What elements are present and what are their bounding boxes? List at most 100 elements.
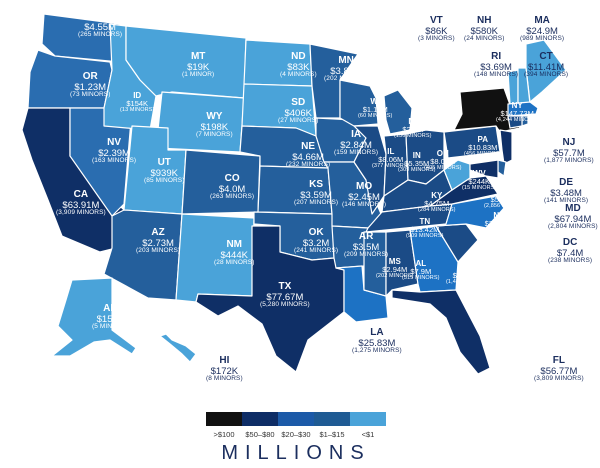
state-abbr: MT xyxy=(190,51,206,62)
state-ma xyxy=(507,101,539,117)
state-minors: (265 MINORS) xyxy=(78,31,123,39)
state-value: $13.42M xyxy=(410,225,440,235)
state-value: $3.48M xyxy=(550,187,582,199)
state-minors: (241 MINORS) xyxy=(294,247,339,255)
state-value: $63.91M xyxy=(62,199,100,211)
state-tx xyxy=(195,225,345,373)
state-ct xyxy=(507,115,523,129)
state-il xyxy=(353,125,387,215)
state-label-nv: NV $2.39M (163 MINORS) xyxy=(92,137,136,165)
state-minors: (5 MINORS) xyxy=(92,323,129,331)
state-abbr: HI xyxy=(219,355,230,366)
state-value: $3.88M xyxy=(330,65,362,77)
state-value: $8.08M xyxy=(430,157,456,167)
state-abbr: VT xyxy=(429,15,443,26)
state-minors: (5,280 MINORS) xyxy=(260,301,310,309)
state-label-ky: KY $4.75M (284 MINORS) xyxy=(418,191,456,214)
state-label-wy: WY $198K (7 MINORS) xyxy=(196,111,233,139)
state-value: $198K xyxy=(200,121,229,133)
state-minors: (209 MINORS) xyxy=(344,251,389,259)
state-minors: (136 MINORS) xyxy=(394,133,432,140)
state-minors: (202 MINORS) xyxy=(324,75,369,83)
state-minors: (4,244 MINORS) xyxy=(496,117,539,124)
state-abbr: KS xyxy=(309,179,324,190)
state-label-tx: TX $77.67M (5,280 MINORS) xyxy=(260,281,310,309)
state-minors: (4 MINORS) xyxy=(280,71,317,79)
state-label-sd: SD $406K (27 MINORS) xyxy=(278,97,319,125)
state-abbr: OH xyxy=(436,149,449,158)
state-label-ga: GA $23.25M (1,412 MINORS) xyxy=(446,263,488,286)
state-minors: (13 MINORS) xyxy=(560,71,595,78)
state-value: $2.45M xyxy=(348,191,380,203)
state-label-wi: WI $1.18M (60 MINORS) xyxy=(358,97,393,120)
state-minors: (146 MINORS) xyxy=(342,201,387,209)
state-minors: (284 MINORS) xyxy=(418,207,456,214)
state-label-ct: CT $11.41M (394 MINORS) xyxy=(524,51,569,79)
legend-units: MILLIONS xyxy=(221,442,371,464)
state-abbr: CT xyxy=(539,51,553,62)
state-abbr: WV xyxy=(472,169,486,178)
state-minors: (515 MINORS) xyxy=(402,275,440,282)
state-minors: (454 MINORS) xyxy=(470,251,508,258)
state-abbr: GA xyxy=(461,263,474,272)
state-abbr: AZ xyxy=(151,227,165,238)
state-label-ri: RI $3.69M (148 MINORS) xyxy=(474,51,518,79)
state-label-fl: FL $56.77M (3,809 MINORS) xyxy=(534,355,584,383)
state-abbr: NY xyxy=(511,101,523,110)
state-value: $10.83M xyxy=(468,143,498,153)
state-label-nc: NC $20.86M (1,429 MINORS) xyxy=(478,211,520,234)
state-minors: (60 MINORS) xyxy=(358,113,393,120)
state-label-pa: PA $10.83M (456 MINORS) xyxy=(464,135,502,158)
state-value: $24.9M xyxy=(526,25,558,37)
state-value: $2.4M xyxy=(402,125,424,135)
state-value: $580K xyxy=(470,25,498,37)
state-label-or: OR $1.23M (73 MINORS) xyxy=(70,71,110,99)
state-value: $2.73M xyxy=(142,237,174,249)
legend-label: $20–$30 xyxy=(281,430,311,439)
state-value: $23.25M xyxy=(452,271,482,281)
state-label-nm: NM $444K (28 MINORS) xyxy=(214,239,254,267)
state-minors: (989 MINORS) xyxy=(520,35,565,43)
legend-label: <$1 xyxy=(361,430,375,439)
legend-swatch xyxy=(314,412,350,426)
state-value: $939K xyxy=(150,167,178,179)
state-abbr: PA xyxy=(477,135,489,144)
state-label-hi: HI $172K (8 MINORS) xyxy=(206,355,243,383)
state-abbr: MA xyxy=(534,15,550,26)
state-minors: (8 MINORS) xyxy=(206,375,243,383)
state-value: $244K xyxy=(468,177,491,187)
state-label-vt: VT $86K (3 MINORS) xyxy=(418,15,455,43)
state-label-in: IN $5.35M (309 MINORS) xyxy=(398,151,436,174)
state-label-il: IL $8.06M (377 MINORS) xyxy=(372,147,410,170)
state-minors: (238 MINORS) xyxy=(548,257,593,265)
state-label-id: ID $154K (13 MINORS) xyxy=(120,91,154,114)
state-de xyxy=(497,159,507,177)
state-value: $57.7M xyxy=(553,147,585,159)
state-minors: (394 MINORS) xyxy=(524,71,569,79)
state-abbr: MD xyxy=(565,203,581,214)
state-mi xyxy=(383,89,413,135)
state-abbr: NE xyxy=(301,141,316,152)
state-minors: (159 MINORS) xyxy=(334,149,379,157)
state-label-me: ME $420K (13 MINORS) xyxy=(560,55,595,78)
legend-swatch xyxy=(278,412,314,426)
state-value: $3.69M xyxy=(480,61,512,73)
legend: MILLIONS >$100 $50–$80 $20–$30 $1–$15 <$1 xyxy=(206,412,386,468)
state-label-oh: OH $8.08M (405 MINORS) xyxy=(424,149,462,172)
state-abbr: IA xyxy=(351,129,362,140)
state-minors: (232 MINORS) xyxy=(286,161,331,169)
state-abbr: VA xyxy=(499,187,511,196)
state-ms xyxy=(363,231,387,297)
state-nj xyxy=(499,129,513,165)
state-label-mn: MN $3.88M (202 MINORS) xyxy=(324,55,369,83)
state-value: $8.06M xyxy=(378,155,404,165)
state-minors: (203 MINORS) xyxy=(136,247,181,255)
state-ak xyxy=(51,277,137,357)
state-value: $20.86M xyxy=(484,219,514,229)
state-value: $2.39M xyxy=(98,147,130,159)
state-abbr: MN xyxy=(338,55,354,66)
state-label-ut: UT $939K (85 MINORS) xyxy=(144,157,184,185)
state-abbr: OK xyxy=(308,227,324,238)
state-minors: (3,909 MINORS) xyxy=(56,209,106,217)
state-minors: (27 MINORS) xyxy=(278,117,319,125)
